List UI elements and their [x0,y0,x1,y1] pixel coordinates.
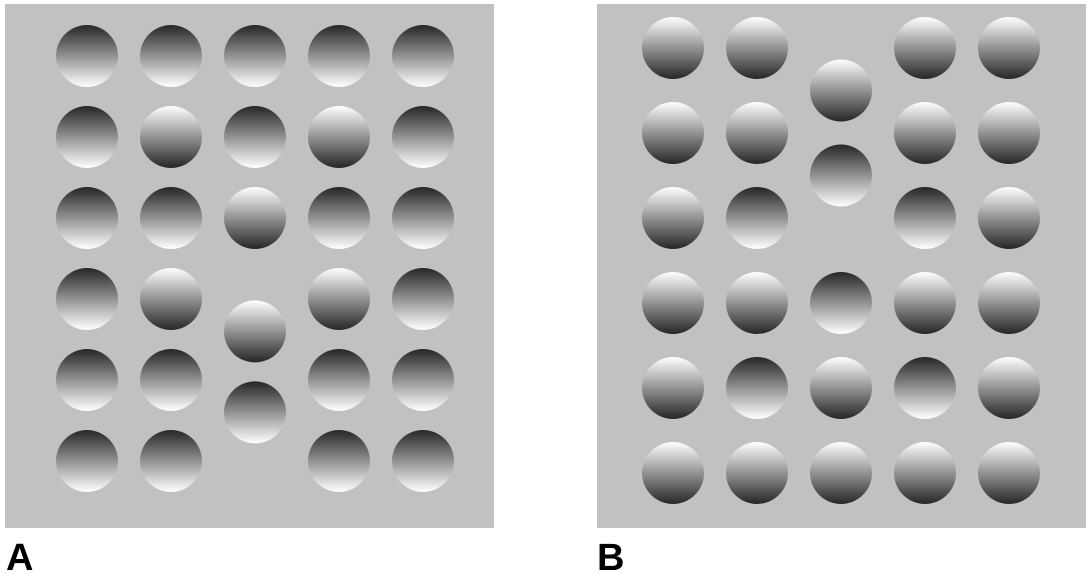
shaded-disc-dark-top [140,349,202,411]
shaded-disc-dark-top [140,187,202,249]
shaded-disc-dark-top [224,25,286,87]
shaded-disc-light-top [726,442,788,504]
shaded-disc-light-top [224,300,286,363]
shaded-disc-dark-top [894,187,956,249]
shaded-disc-light-top [978,442,1040,504]
shaded-disc-dark-top [392,430,454,492]
shaded-disc-light-top [894,102,956,164]
shaded-disc-dark-top [392,187,454,249]
shaded-disc-light-top [978,102,1040,164]
panel-b-label: B [597,537,625,579]
shaded-disc-dark-top [56,187,118,249]
shaded-disc-dark-top [726,187,788,249]
panel-a-disc-field [5,4,494,528]
shaded-disc-dark-top [56,106,118,168]
panel-b-disc-field [597,4,1086,528]
shaded-disc-light-top [224,187,286,249]
panel-a [5,4,494,528]
shaded-disc-dark-top [308,349,370,411]
panel-a-label: A [6,537,34,579]
shaded-disc-dark-top [56,25,118,87]
shaded-disc-dark-top [224,106,286,168]
shaded-disc-light-top [978,357,1040,419]
shaded-disc-light-top [810,442,872,504]
shaded-disc-light-top [308,106,370,168]
shaded-disc-dark-top [308,187,370,249]
shaded-disc-light-top [308,268,370,330]
shaded-disc-light-top [978,17,1040,79]
shaded-disc-light-top [978,187,1040,249]
shaded-disc-light-top [642,187,704,249]
shaded-disc-dark-top [56,349,118,411]
shaded-disc-light-top [642,272,704,334]
shaded-disc-dark-top [392,268,454,330]
shaded-disc-dark-top [894,357,956,419]
shaded-disc-light-top [894,272,956,334]
shaded-disc-light-top [894,442,956,504]
shaded-disc-light-top [140,106,202,168]
shaded-disc-light-top [642,102,704,164]
shaded-disc-light-top [978,272,1040,334]
shaded-disc-light-top [726,102,788,164]
shaded-disc-dark-top [308,430,370,492]
shaded-disc-dark-top [56,268,118,330]
shaded-disc-light-top [810,59,872,122]
shaded-disc-light-top [810,357,872,419]
shaded-disc-dark-top [392,106,454,168]
shaded-disc-dark-top [726,357,788,419]
shaded-disc-light-top [726,272,788,334]
shaded-disc-dark-top [56,430,118,492]
shaded-disc-light-top [642,17,704,79]
shaded-disc-dark-top [140,25,202,87]
shaded-disc-light-top [642,442,704,504]
shaded-disc-light-top [140,268,202,330]
shaded-disc-dark-top [140,430,202,492]
shaded-disc-dark-top [392,349,454,411]
shaded-disc-light-top [642,357,704,419]
shaded-disc-light-top [894,17,956,79]
shaded-disc-dark-top [810,272,872,334]
shaded-disc-dark-top [224,381,286,444]
shaded-disc-dark-top [810,144,872,207]
shaded-disc-dark-top [308,25,370,87]
shaded-disc-light-top [726,17,788,79]
shaded-disc-dark-top [392,25,454,87]
panel-b [597,4,1086,528]
